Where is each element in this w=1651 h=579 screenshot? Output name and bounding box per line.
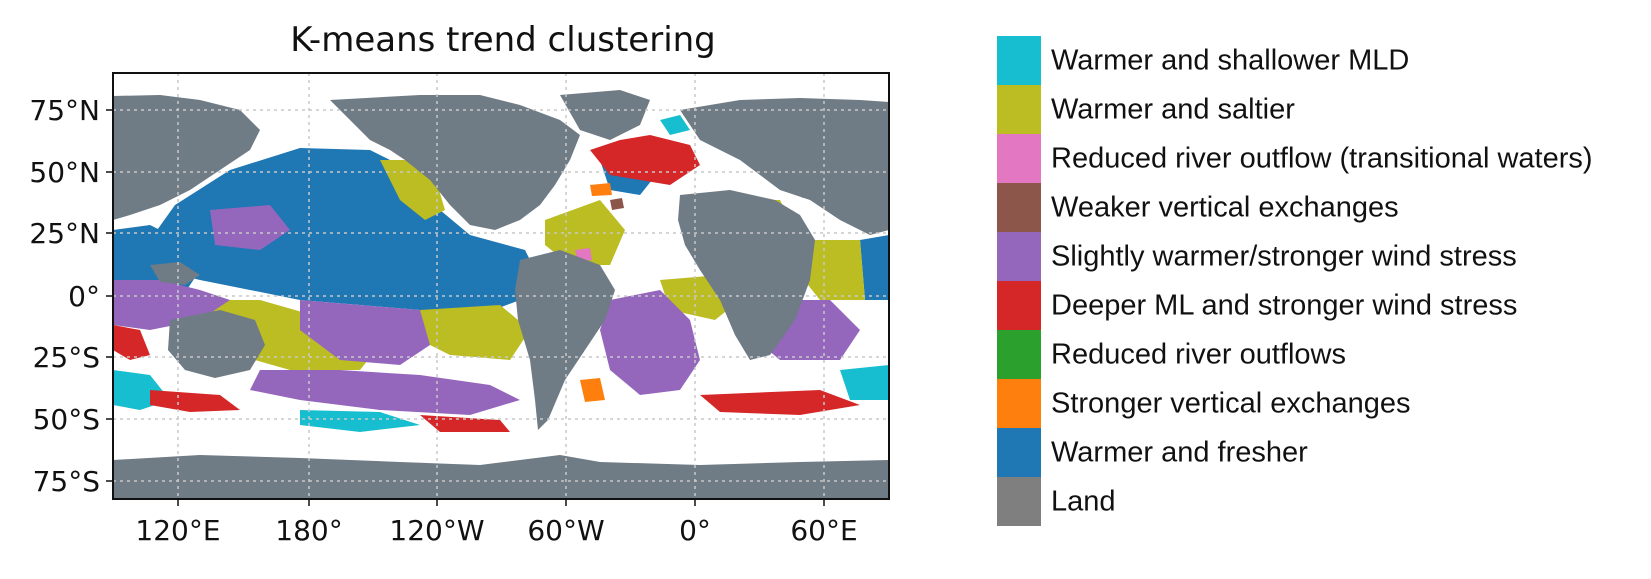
legend-label: Land xyxy=(1051,485,1116,517)
cluster-region-cyan-2 xyxy=(300,410,420,432)
lon-tick-label: 120°W xyxy=(389,514,484,547)
cluster-region-red-1 xyxy=(113,325,150,360)
cluster-region-indian-blue xyxy=(860,235,889,300)
cluster-region-purple-6 xyxy=(210,205,290,250)
cluster-region-olive-3 xyxy=(420,305,530,360)
gridlines xyxy=(113,73,889,499)
legend-item-deeper-ml-stronger-wind: Deeper ML and stronger wind stress xyxy=(997,281,1651,330)
land-north-america xyxy=(330,95,580,230)
cluster-region-olive-6 xyxy=(800,240,865,300)
legend-label: Deeper ML and stronger wind stress xyxy=(1051,289,1518,321)
legend-item-weaker-vertical-exchanges: Weaker vertical exchanges xyxy=(997,183,1651,232)
land-eurasia-east xyxy=(680,98,889,235)
lat-tick-marks xyxy=(106,109,113,482)
land-asia-west-edge xyxy=(113,95,260,220)
cluster-region-cyan-4 xyxy=(660,115,690,135)
cluster-region-purple-2 xyxy=(300,300,430,365)
lat-tick-label: 50°S xyxy=(33,403,100,436)
legend-label: Reduced river outflows xyxy=(1051,338,1346,370)
legend-item-stronger-vertical-exchanges: Stronger vertical exchanges xyxy=(997,379,1651,428)
lat-tick-label: 75°N xyxy=(29,94,100,127)
lon-tick-label: 180° xyxy=(275,514,342,547)
lat-tick-label: 50°N xyxy=(29,156,100,189)
legend-item-land: Land xyxy=(997,477,1651,526)
lat-tick-label: 25°N xyxy=(29,217,100,250)
lat-tick-label: 25°S xyxy=(33,341,100,374)
legend-item-reduced-river-outflow-transitional: Reduced river outflow (transitional wate… xyxy=(997,134,1651,183)
cluster-region-orange-2 xyxy=(590,183,612,196)
legend-label: Warmer and fresher xyxy=(1051,436,1308,468)
cluster-region-purple-3 xyxy=(250,370,520,415)
legend-swatch xyxy=(997,36,1041,85)
lon-tick-labels: 120°E 180° 120°W 60°W 0° 60°E xyxy=(135,514,857,547)
legend-swatch xyxy=(997,330,1041,379)
legend-label: Reduced river outflow (transitional wate… xyxy=(1051,142,1593,174)
legend-swatch xyxy=(997,477,1041,526)
lon-tick-label: 120°E xyxy=(135,514,220,547)
lat-tick-label: 75°S xyxy=(33,465,100,498)
lat-tick-labels: 75°N 50°N 25°N 0° 25°S 50°S 75°S xyxy=(29,94,100,498)
legend-label: Slightly warmer/stronger wind stress xyxy=(1051,240,1517,272)
land-south-america xyxy=(515,250,615,430)
legend-swatch xyxy=(997,281,1041,330)
legend-item-warmer-saltier: Warmer and saltier xyxy=(997,85,1651,134)
legend-swatch xyxy=(997,232,1041,281)
legend-label: Warmer and shallower MLD xyxy=(1051,44,1410,76)
map-area xyxy=(113,73,889,499)
legend-item-warmer-shallower-mld: Warmer and shallower MLD xyxy=(997,36,1651,85)
legend: Warmer and shallower MLD Warmer and salt… xyxy=(997,36,1651,526)
land-greenland xyxy=(560,90,650,140)
lon-tick-marks xyxy=(177,499,825,506)
cluster-region-north-pacific-blue xyxy=(150,148,535,315)
legend-swatch xyxy=(997,85,1041,134)
legend-label: Stronger vertical exchanges xyxy=(1051,387,1411,419)
legend-item-warmer-fresher: Warmer and fresher xyxy=(997,428,1651,477)
cluster-region-cyan-3 xyxy=(840,365,889,400)
legend-swatch xyxy=(997,428,1041,477)
cluster-region-brown-1 xyxy=(610,198,624,210)
land-australia xyxy=(168,310,265,378)
map-frame xyxy=(112,72,890,500)
cluster-region-red-4 xyxy=(700,390,860,415)
lon-tick-label: 60°W xyxy=(527,514,604,547)
legend-item-slightly-warmer-stronger-wind: Slightly warmer/stronger wind stress xyxy=(997,232,1651,281)
map-title: K-means trend clustering xyxy=(290,20,716,60)
land-maritime-continent xyxy=(150,262,200,285)
cluster-region-red-2 xyxy=(150,390,240,412)
cluster-region-orange-1 xyxy=(580,378,605,402)
legend-item-reduced-river-outflows: Reduced river outflows xyxy=(997,330,1651,379)
cluster-region-purple-4 xyxy=(600,290,700,395)
legend-swatch xyxy=(997,134,1041,183)
lon-tick-label: 60°E xyxy=(790,514,857,547)
lon-tick-label: 0° xyxy=(679,514,711,547)
legend-swatch xyxy=(997,379,1041,428)
legend-swatch xyxy=(997,183,1041,232)
legend-label: Weaker vertical exchanges xyxy=(1051,191,1399,223)
legend-label: Warmer and saltier xyxy=(1051,93,1295,125)
lat-tick-label: 0° xyxy=(68,280,100,313)
